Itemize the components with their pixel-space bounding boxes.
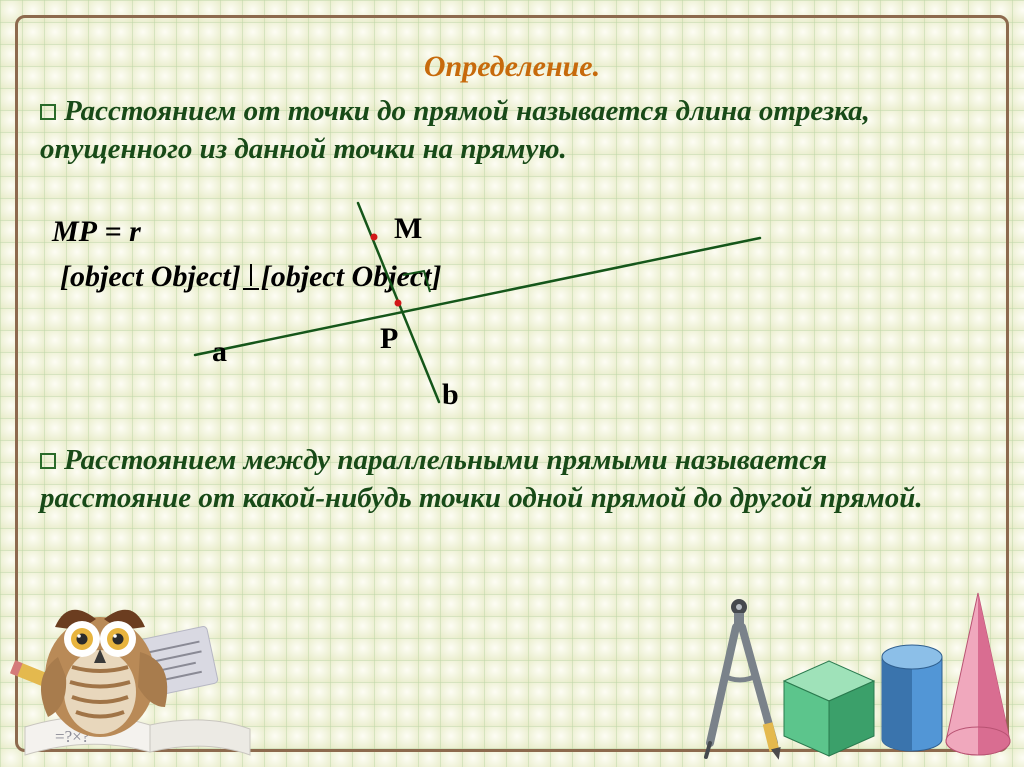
line-a — [195, 238, 760, 355]
definition-2-text: Расстоянием между параллельными прямыми … — [40, 444, 923, 514]
slide-stage: Определение. Расстоянием от точки до пря… — [0, 0, 1024, 767]
right-angle-mark — [403, 271, 430, 292]
bullet-icon — [40, 453, 56, 469]
point-p — [395, 300, 402, 307]
label-p: Р — [380, 322, 398, 356]
shapes-decoration — [664, 581, 1014, 761]
label-m: М — [394, 212, 422, 246]
owl-decoration: =?×? — [0, 557, 260, 767]
point-m — [371, 234, 378, 241]
label-a: a — [212, 335, 227, 369]
definition-2: Расстоянием между параллельными прямыми … — [40, 441, 964, 518]
label-b: b — [442, 378, 459, 412]
